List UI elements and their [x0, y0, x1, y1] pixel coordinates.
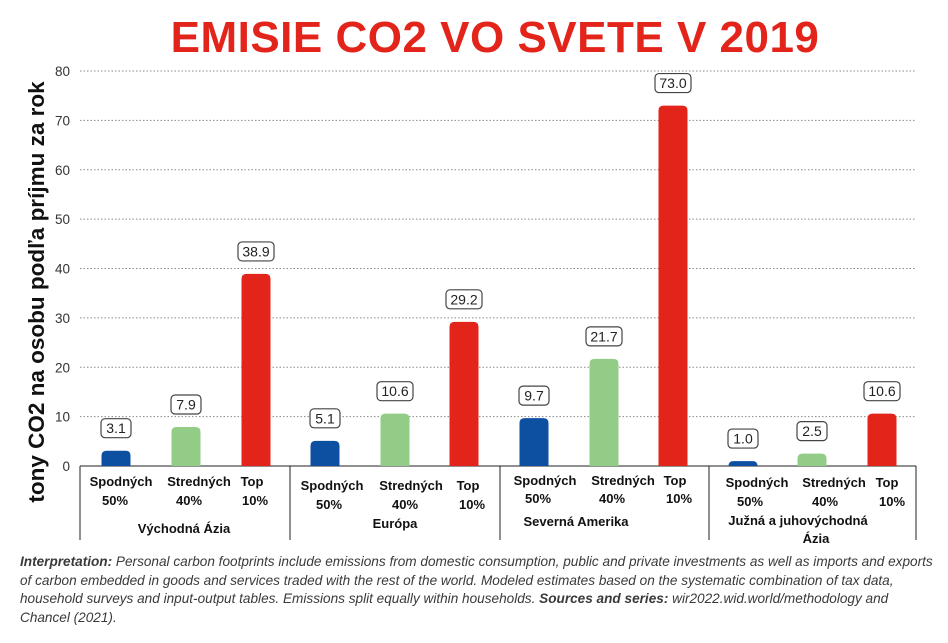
- data-label-box: [100, 418, 132, 439]
- data-label-box: [309, 408, 341, 429]
- y-tick-label: 10: [55, 410, 70, 425]
- y-tick-label: 50: [55, 212, 70, 227]
- bar: [728, 461, 758, 466]
- y-tick-label: 40: [55, 262, 70, 277]
- data-label: 38.9: [242, 243, 269, 259]
- data-label-box: [796, 421, 828, 442]
- y-tick-label: 60: [55, 163, 70, 178]
- bar: [101, 450, 131, 466]
- category-label: 50%: [316, 497, 342, 512]
- sources-body: wir2022.wid.world/methodology and Chance…: [20, 591, 889, 625]
- data-label: 7.9: [176, 396, 196, 412]
- category-label: Stredných: [802, 475, 866, 490]
- bar: [797, 453, 827, 466]
- interpretation-note: Interpretation: Personal carbon footprin…: [20, 553, 938, 627]
- data-label-box: [654, 72, 692, 94]
- category-label: 40%: [812, 494, 838, 509]
- category-label: Top: [664, 473, 687, 488]
- category-label: Stredných: [591, 473, 655, 488]
- data-label: 5.1: [315, 410, 335, 426]
- data-label-box: [445, 289, 483, 310]
- data-label: 2.5: [802, 423, 822, 439]
- interpretation-body: Personal carbon footprints include emiss…: [20, 554, 933, 606]
- y-tick-label: 0: [62, 459, 70, 474]
- data-label: 73.0: [659, 75, 686, 91]
- data-label: 21.7: [590, 328, 617, 344]
- group-label: Európa: [373, 516, 419, 531]
- interpretation-lead: Interpretation:: [20, 554, 113, 569]
- y-tick-label: 70: [55, 113, 70, 128]
- category-label: 10%: [459, 497, 485, 512]
- group-label: Ázia: [803, 531, 831, 546]
- data-label: 10.6: [868, 383, 895, 399]
- category-label: 50%: [525, 491, 551, 506]
- group-label: Južná a juhovýchodná: [728, 513, 868, 528]
- bar: [519, 418, 549, 466]
- category-label: 50%: [102, 493, 128, 508]
- group-label: Severná Amerika: [523, 514, 629, 529]
- bar-chart: 0 10 20 30 40 50 60 70 80 3.1 Spodných 50% 7.9 Stredn…: [55, 64, 917, 546]
- bar: [380, 413, 410, 466]
- data-label: 10.6: [381, 383, 408, 399]
- category-label: Top: [876, 475, 899, 490]
- data-label-box: [863, 381, 901, 402]
- category-label: Spodných: [726, 475, 789, 490]
- sources-lead: Sources and series:: [539, 591, 669, 606]
- category-label: 50%: [737, 494, 763, 509]
- data-label-box: [237, 241, 275, 262]
- data-label: 29.2: [450, 291, 477, 307]
- category-label: Spodných: [514, 473, 577, 488]
- bar: [867, 413, 897, 466]
- data-label-box: [585, 326, 623, 347]
- data-label: 9.7: [524, 388, 544, 404]
- bar: [241, 273, 271, 466]
- bar: [658, 105, 688, 466]
- category-label: Top: [457, 478, 480, 493]
- data-label-box: [170, 394, 202, 415]
- category-label: 40%: [176, 493, 202, 508]
- category-label: Stredných: [167, 474, 231, 489]
- category-label: Top: [241, 474, 264, 489]
- data-label: 3.1: [106, 420, 126, 436]
- chart-title: EMISIE CO2 VO SVETE V 2019: [170, 13, 820, 62]
- data-label: 1.0: [733, 431, 753, 447]
- data-label-box: [518, 385, 550, 406]
- y-tick-label: 20: [55, 360, 70, 375]
- bar: [171, 426, 201, 466]
- category-label: Spodných: [301, 478, 364, 493]
- category-label: 10%: [879, 494, 905, 509]
- category-label: 40%: [392, 497, 418, 512]
- category-label: 10%: [242, 493, 268, 508]
- bar: [449, 321, 479, 466]
- y-tick-label: 80: [55, 64, 70, 79]
- data-label-box: [376, 381, 414, 402]
- bar: [310, 440, 340, 466]
- category-label: Spodných: [90, 474, 153, 489]
- data-label-box: [727, 428, 759, 449]
- bar: [589, 358, 619, 466]
- y-tick-label: 30: [55, 311, 70, 326]
- category-label: 40%: [599, 491, 625, 506]
- category-label: 10%: [666, 491, 692, 506]
- category-label: Stredných: [379, 478, 443, 493]
- group-label: Východná Ázia: [138, 521, 231, 536]
